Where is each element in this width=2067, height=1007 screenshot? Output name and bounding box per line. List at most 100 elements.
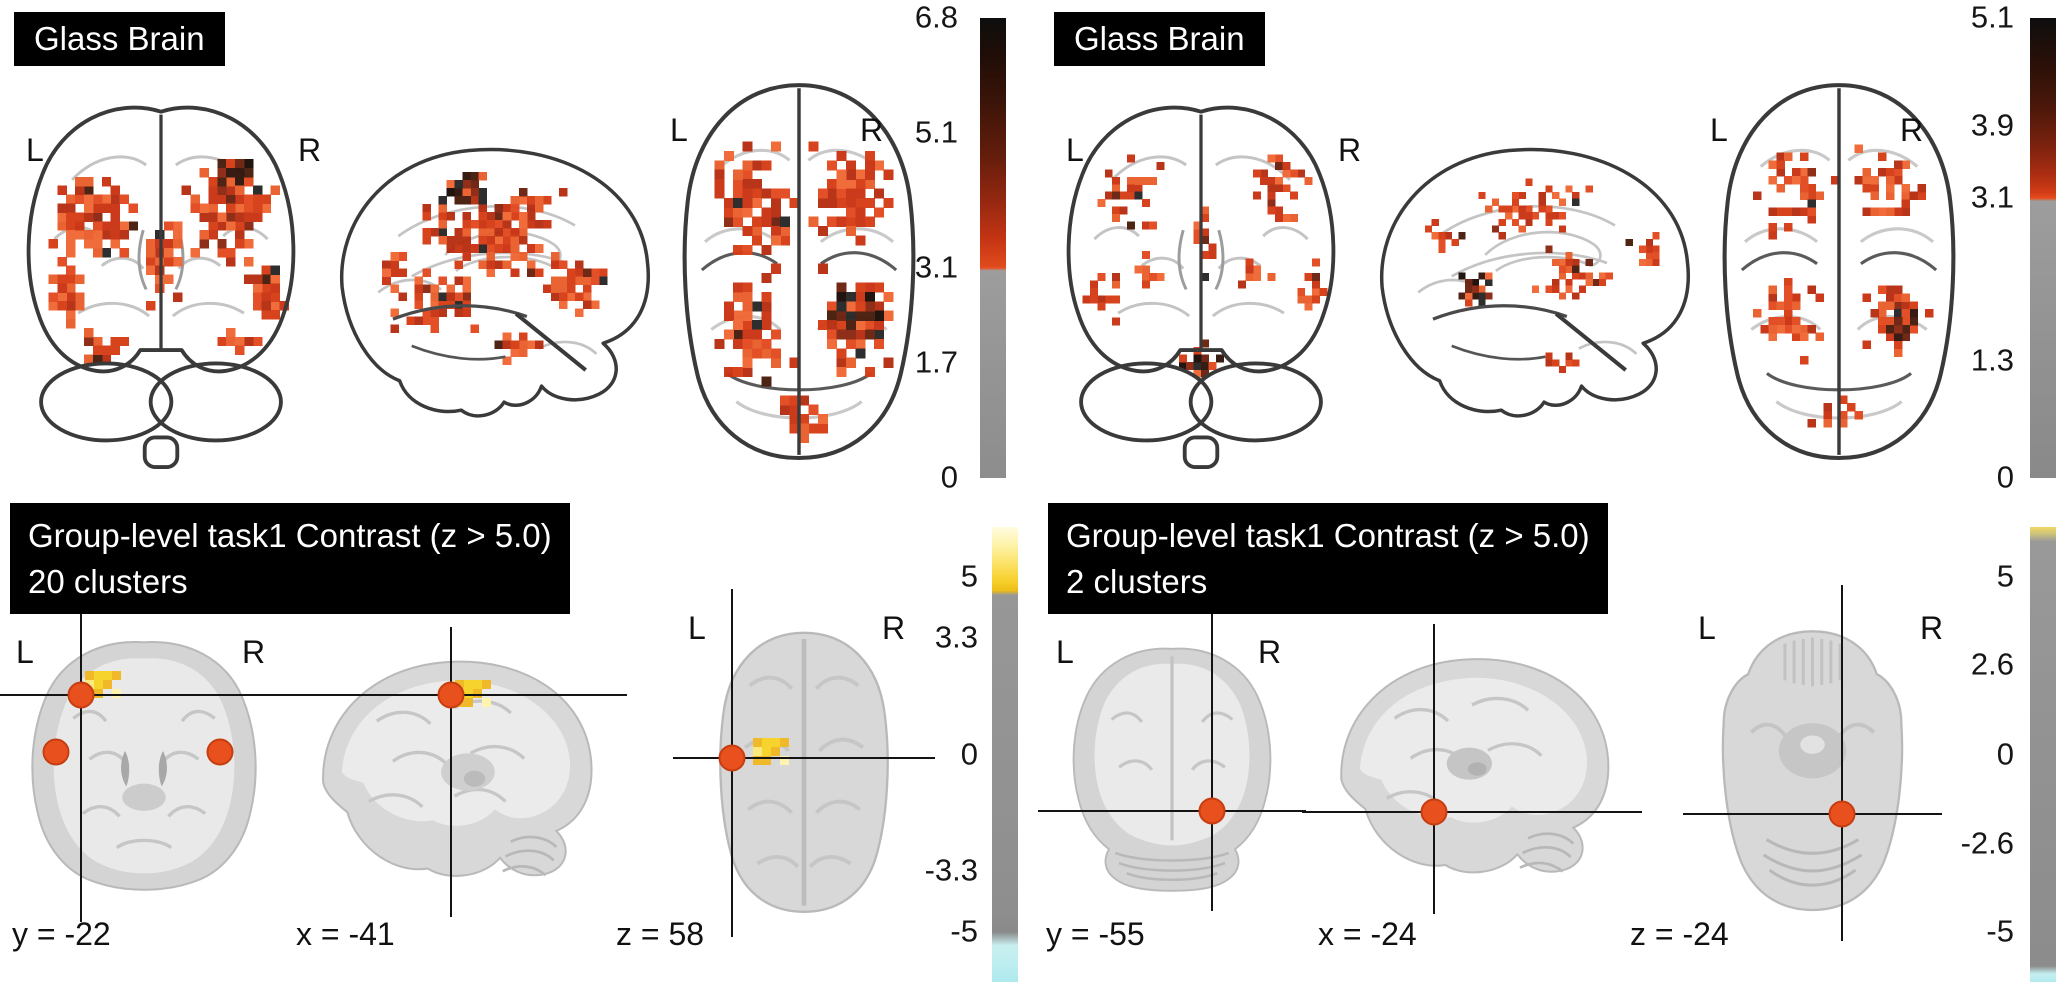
orientation-label-left: L	[16, 634, 34, 670]
panel-glass-brain-1: Glass Brain	[0, 0, 1033, 500]
cerebellum-left-outline	[39, 361, 174, 443]
stat-map-sagittal-svg	[322, 660, 593, 877]
glass-brain-sagittal-svg	[1379, 147, 1690, 418]
cut-coordinate-label: x = -24	[1318, 916, 1417, 952]
glass-brain-sagittal-view	[318, 98, 666, 460]
orientation-label-left: L	[1710, 112, 1728, 148]
cerebellum-striations	[1762, 838, 1863, 887]
orientation-label-right: R	[242, 634, 266, 670]
panel-title: Glass Brain	[14, 12, 225, 66]
suprathreshold-voxel	[464, 688, 474, 698]
suprathreshold-voxel	[779, 737, 789, 747]
colorbar-tick-label: 0	[1996, 459, 2014, 495]
crosshair-horizontal-line	[0, 693, 289, 696]
cerebellum-left-outline	[1079, 361, 1214, 443]
cluster-peak-marker	[1420, 798, 1448, 826]
colorbar-tick-label: 3.9	[1970, 107, 2014, 143]
panel-title-line2: 20 clusters	[28, 562, 188, 600]
brain-outline	[339, 147, 650, 418]
colorbar-tick-label: 5	[1996, 558, 2014, 594]
suprathreshold-voxel	[93, 688, 103, 698]
colorbar-ticks: 6.8 5.1 3.1 1.7 0	[872, 0, 964, 494]
colorbar-ticks: 5 2.6 0 -2.6 -5	[1928, 527, 2020, 982]
colorbar-tick-label: -3.3	[924, 852, 978, 888]
activation-voxels	[1082, 154, 1328, 378]
glass-brain-coronal-svg	[1066, 105, 1336, 470]
cerebellum-right-outline	[148, 361, 283, 443]
frontal-striations	[1783, 637, 1842, 687]
cluster-peak-marker	[437, 681, 465, 709]
colorbar-tick-label: 0	[1996, 735, 2014, 771]
colorbar-ticks: 5 3.3 0 -3.3 -5	[892, 527, 984, 982]
cerebellum-folds	[1519, 832, 1575, 873]
thalamus	[441, 753, 495, 791]
activation-voxels	[1752, 144, 1934, 428]
midbrain-line	[514, 312, 587, 372]
colorbar-tick-label: 5.1	[914, 114, 958, 150]
temporal-line	[1451, 344, 1546, 361]
brain-outline	[1379, 147, 1690, 418]
orientation-label-right: R	[298, 132, 322, 168]
orientation-label-right: R	[1258, 634, 1282, 670]
crosshair-horizontal-line	[1038, 810, 1306, 813]
glass-brain-coronal-svg	[26, 105, 296, 470]
suprathreshold-voxel	[464, 697, 474, 707]
colorbar-gradient	[2030, 527, 2056, 982]
crosshair-vertical-line	[450, 627, 453, 917]
suprathreshold-voxel	[482, 697, 492, 707]
colorbar-tick-label: 2.6	[1970, 646, 2014, 682]
crosshair-vertical-line	[1432, 624, 1435, 914]
colorbar-ticks: 5.1 3.9 3.1 1.3 0	[1928, 0, 2020, 494]
cortical-folds	[743, 675, 865, 869]
brain-outlines	[1722, 83, 1956, 461]
suprathreshold-voxel	[752, 755, 762, 765]
stat-map-coronal-view	[0, 610, 289, 922]
colorbar-tick-label: -2.6	[1960, 824, 2014, 860]
crosshair-horizontal-line	[1302, 810, 1642, 813]
glass-brain-coronal-view	[6, 88, 316, 473]
cut-coordinate-label: x = -41	[296, 916, 395, 952]
slice-inner	[53, 658, 235, 874]
deep-gray-structure	[463, 770, 486, 787]
stat-map-sagittal-view	[1302, 624, 1642, 914]
suprathreshold-voxel	[102, 679, 112, 689]
stat-map-axial-svg	[1721, 630, 1904, 912]
panel-stat-map-2: Group-level task1 Contrast (z > 5.0) 2 c…	[1035, 500, 2067, 1007]
colorbar-tick-label: 1.3	[1970, 341, 2014, 377]
suprathreshold-voxel	[779, 755, 789, 765]
midbrain-line	[1554, 312, 1627, 372]
cut-coordinate-label: z = -24	[1630, 916, 1729, 952]
orientation-label-left: L	[1698, 610, 1716, 646]
activation-voxels	[382, 171, 608, 366]
brain-outlines	[682, 83, 916, 461]
orientation-label-right: R	[1900, 112, 1924, 148]
suprathreshold-voxel	[761, 737, 771, 747]
colorbar-tick-label: 0	[940, 459, 958, 495]
sylvian-fissure-line	[392, 304, 528, 321]
orientation-label-left: L	[26, 132, 44, 168]
cluster-peak-marker	[718, 744, 746, 772]
corpus-callosum-contour	[1484, 230, 1602, 273]
glass-brain-sagittal-view	[1358, 98, 1706, 460]
suprathreshold-voxel	[473, 688, 483, 698]
cluster-peak-marker	[1198, 797, 1226, 825]
suprathreshold-voxel	[752, 746, 762, 756]
stat-map-sagittal-view	[282, 627, 627, 917]
stat-map-axial-svg	[719, 631, 889, 913]
orientation-label-right: R	[1338, 132, 1362, 168]
stat-map-axial-view	[1682, 584, 1943, 942]
brain-outlines	[26, 105, 296, 470]
orientation-label-left: L	[688, 610, 706, 646]
colorbar-gradient	[992, 527, 1018, 982]
glass-brain-axial-view	[1698, 66, 1980, 474]
suprathreshold-voxel	[464, 679, 474, 689]
suprathreshold-voxel	[761, 746, 771, 756]
temporal-line	[411, 344, 506, 361]
crosshair-vertical-line	[80, 610, 83, 922]
panel-glass-brain-2: Glass Brain	[1035, 0, 2067, 500]
cluster-peak-marker	[67, 681, 95, 709]
crosshair-horizontal-line	[1682, 813, 1943, 816]
panel-title: Group-level task1 Contrast (z > 5.0) 2 c…	[1048, 503, 1608, 615]
brain-outline	[1722, 83, 1956, 461]
cut-coordinate-label: y = -55	[1046, 916, 1145, 952]
